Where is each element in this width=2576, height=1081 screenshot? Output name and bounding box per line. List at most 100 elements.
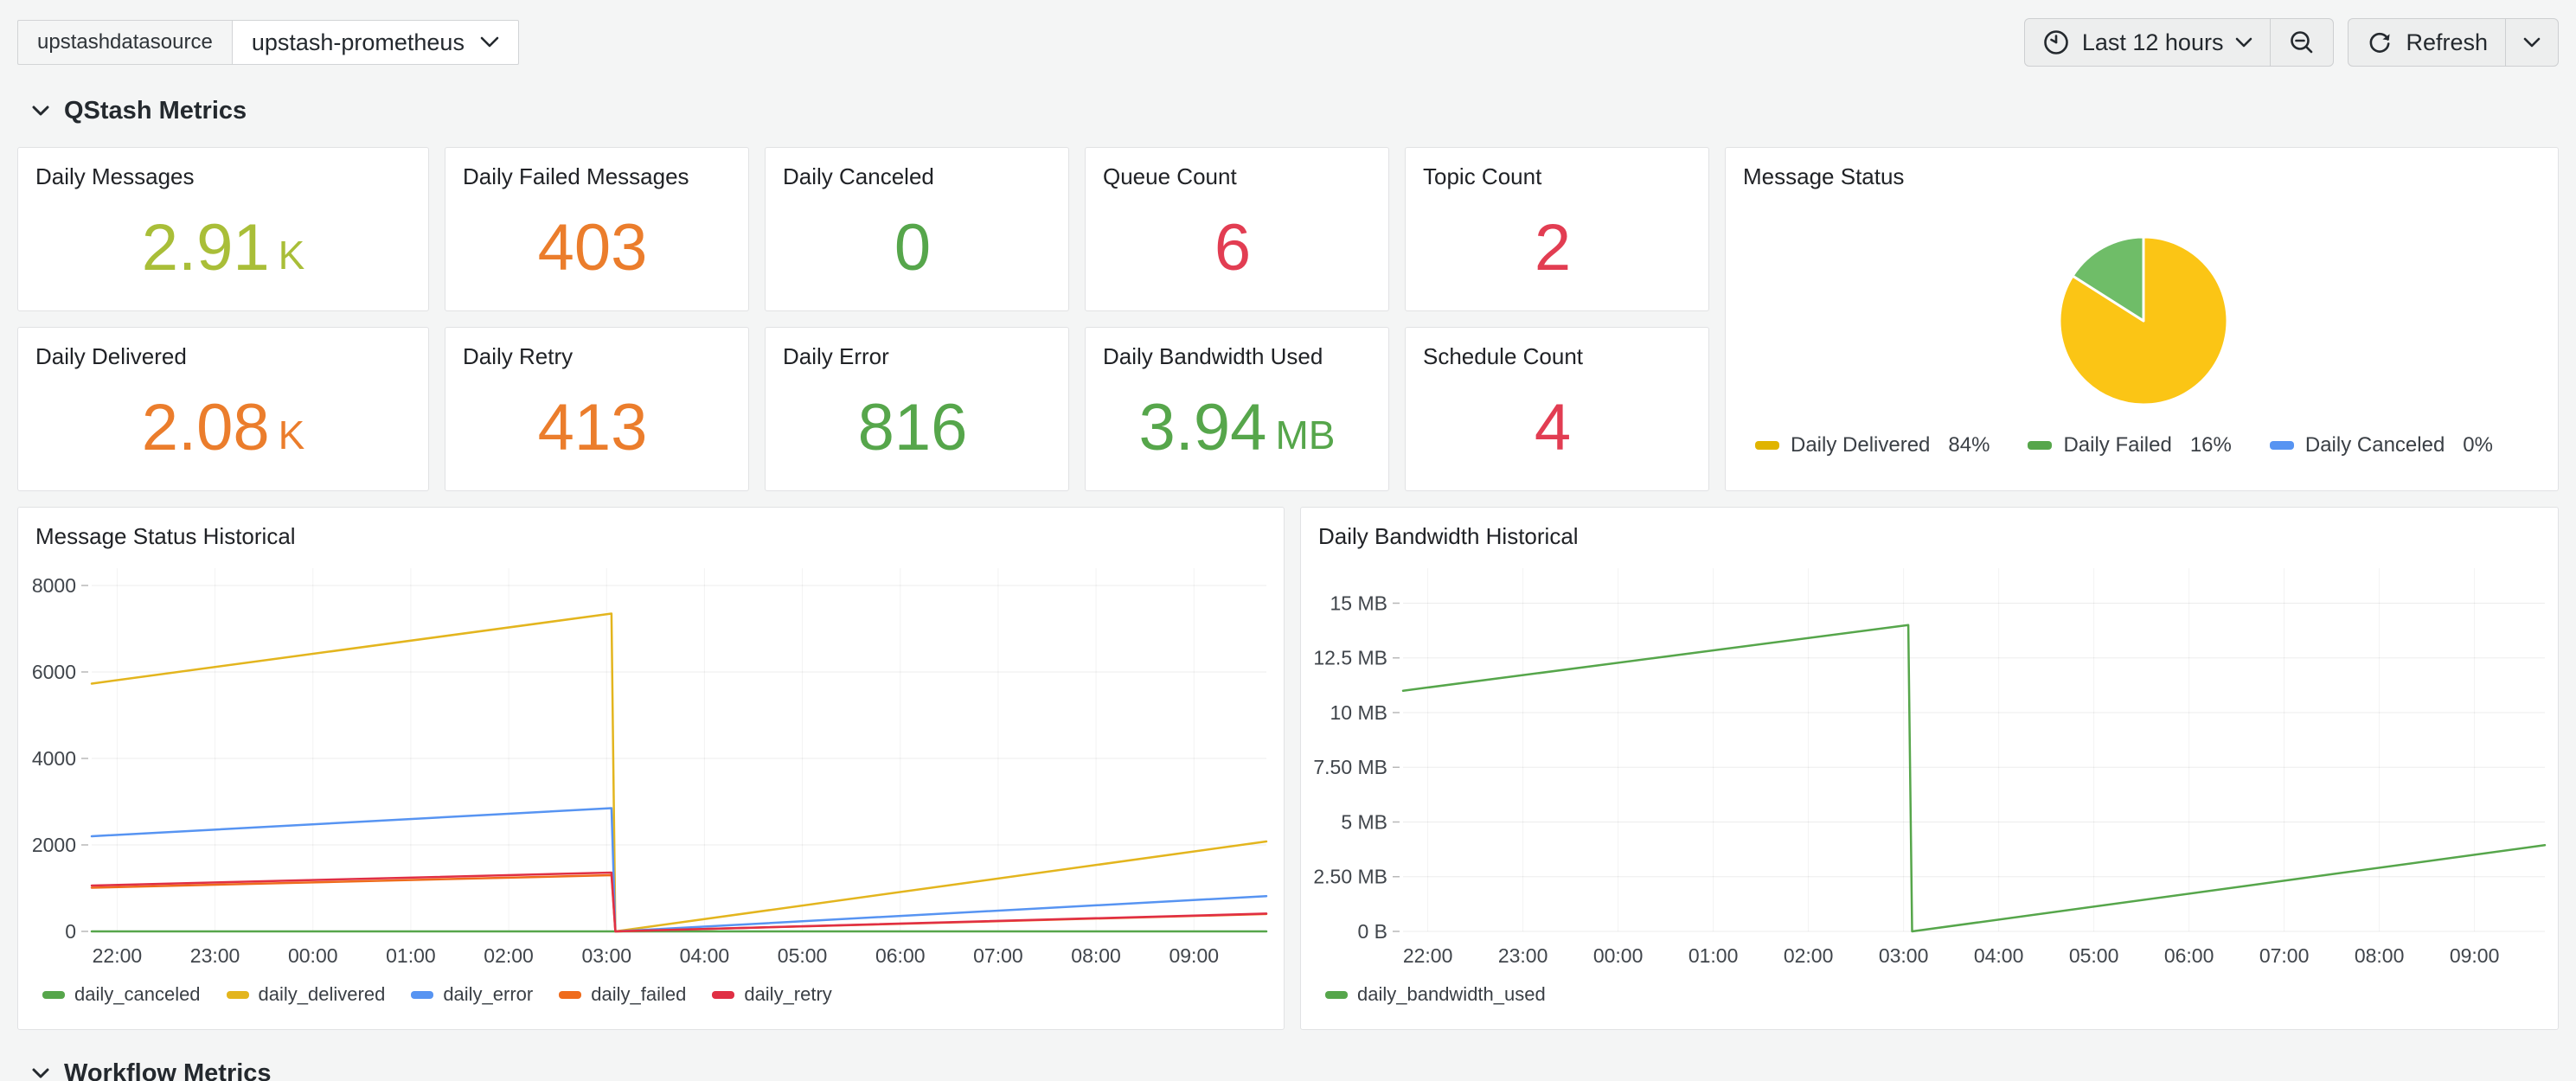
svg-text:7.50 MB: 7.50 MB [1313, 756, 1387, 778]
panel-title: Daily Messages [35, 163, 195, 189]
legend-item-daily-delivered[interactable]: Daily Delivered 84% [1755, 433, 1990, 457]
svg-text:08:00: 08:00 [2355, 944, 2405, 967]
svg-text:02:00: 02:00 [484, 944, 534, 967]
legend-label: Daily Canceled [2304, 433, 2445, 457]
panel-title: Daily Bandwidth Used [1103, 343, 1323, 369]
legend-item-daily_failed[interactable]: daily_failed [559, 983, 686, 1006]
panel-title: Schedule Count [1423, 343, 1584, 369]
time-range-label: Last 12 hours [2081, 29, 2224, 55]
section-header-qstash-metrics[interactable]: QStash Metrics [31, 93, 2559, 128]
panel-title: Daily Retry [463, 343, 574, 369]
datasource-picker: upstashdatasource upstash-prometheus [17, 20, 519, 65]
panel-title: Queue Count [1103, 163, 1237, 189]
zoom-out-button[interactable] [2270, 19, 2333, 66]
svg-text:23:00: 23:00 [190, 944, 240, 967]
svg-text:2000: 2000 [32, 834, 76, 856]
time-controls: Last 12 hours Refresh [2023, 18, 2559, 67]
timeseries-plot[interactable]: 22:00 23:00 00:00 01:00 02:00 03:00 04:00 05:00… [18, 508, 1284, 1029]
stat-value: 2 [1534, 211, 1572, 285]
panel-title: Daily Delivered [35, 343, 187, 369]
stat-panel-daily-canceled: Daily Canceled 0 [765, 147, 1069, 311]
svg-text:05:00: 05:00 [778, 944, 828, 967]
legend-item-daily_bandwidth_used[interactable]: daily_bandwidth_used [1325, 983, 1546, 1006]
stat-unit: MB [1275, 413, 1336, 457]
legend-item-daily_retry[interactable]: daily_retry [712, 983, 832, 1006]
chart-legend: daily_canceled daily_delivered daily_error… [42, 983, 832, 1006]
refresh-button[interactable]: Refresh [2349, 19, 2505, 66]
stat-panel-daily-retry: Daily Retry 413 [445, 327, 749, 491]
section-header-workflow-metrics[interactable]: Workflow Metrics [31, 1056, 2559, 1081]
svg-text:23:00: 23:00 [1498, 944, 1548, 967]
svg-text:04:00: 04:00 [680, 944, 730, 967]
legend-label: Daily Delivered [1791, 433, 1931, 457]
stat-value: 413 [537, 391, 648, 464]
datasource-value: upstash-prometheus [251, 29, 465, 55]
legend-item-daily-failed[interactable]: Daily Failed 16% [2028, 433, 2232, 457]
stat-panel-daily-error: Daily Error 816 [765, 327, 1069, 491]
stat-panel-daily-messages: Daily Messages 2.91 K [17, 147, 429, 311]
legend-swatch-icon [42, 990, 65, 999]
stat-value: 403 [537, 211, 648, 285]
svg-text:0: 0 [65, 920, 76, 943]
legend-label: daily_delivered [258, 983, 386, 1005]
svg-text:15 MB: 15 MB [1330, 592, 1387, 614]
stat-value: 2.91 [141, 211, 270, 285]
timeseries-plot[interactable]: 22:00 23:00 00:00 01:00 02:00 03:00 04:00 05:00… [1301, 508, 2558, 1029]
chevron-down-icon [480, 36, 499, 48]
legend-swatch-icon [226, 990, 249, 999]
legend-item-daily_error[interactable]: daily_error [411, 983, 533, 1006]
stat-value: 4 [1534, 391, 1572, 464]
panel-title: Daily Failed Messages [463, 163, 689, 189]
svg-text:01:00: 01:00 [386, 944, 436, 967]
legend-swatch-icon [2028, 441, 2053, 450]
panel-title: Topic Count [1423, 163, 1542, 189]
svg-text:6000: 6000 [32, 661, 76, 683]
refresh-group: Refresh [2348, 18, 2559, 67]
svg-text:4000: 4000 [32, 747, 76, 770]
time-picker-group: Last 12 hours [2023, 18, 2335, 67]
pie-chart[interactable] [1726, 148, 2558, 490]
svg-text:02:00: 02:00 [1784, 944, 1834, 967]
legend-value: 84% [1948, 433, 1990, 457]
svg-text:03:00: 03:00 [581, 944, 631, 967]
panel-title: Daily Canceled [783, 163, 934, 189]
chart-panel-message-status-historical: 22:00 23:00 00:00 01:00 02:00 03:00 04:00 05:00… [17, 507, 1285, 1030]
legend-swatch-icon [2269, 441, 2294, 450]
time-range-button[interactable]: Last 12 hours [2025, 19, 2271, 66]
legend-item-daily-canceled[interactable]: Daily Canceled 0% [2269, 433, 2493, 457]
legend-value: 16% [2189, 433, 2232, 457]
legend-item-daily_delivered[interactable]: daily_delivered [226, 983, 386, 1006]
pie-panel-message-status: Message Status Daily Delivered 84% Daily F… [1725, 147, 2559, 491]
svg-text:07:00: 07:00 [2259, 944, 2310, 967]
legend-swatch-icon [1755, 441, 1779, 450]
svg-text:0 B: 0 B [1357, 920, 1387, 943]
chevron-down-icon [31, 105, 50, 117]
svg-text:04:00: 04:00 [1974, 944, 2024, 967]
stat-value: 6 [1214, 211, 1252, 285]
panel-title: Daily Error [783, 343, 889, 369]
stat-value: 2.08 [141, 391, 270, 464]
datasource-select[interactable]: upstash-prometheus [231, 20, 519, 65]
svg-text:09:00: 09:00 [2450, 944, 2500, 967]
svg-text:00:00: 00:00 [1593, 944, 1644, 967]
panel-title: Daily Bandwidth Historical [1318, 523, 1579, 549]
legend-label: Daily Failed [2063, 433, 2172, 457]
svg-text:5 MB: 5 MB [1341, 810, 1387, 833]
svg-text:08:00: 08:00 [1071, 944, 1121, 967]
svg-text:03:00: 03:00 [1879, 944, 1929, 967]
chart-legend: daily_bandwidth_used [1325, 983, 1546, 1006]
refresh-label: Refresh [2406, 29, 2488, 55]
stats-grid: Daily Messages 2.91 K Daily Failed Messag… [17, 147, 2559, 491]
chevron-down-icon [31, 1067, 50, 1079]
charts-row: 22:00 23:00 00:00 01:00 02:00 03:00 04:00 05:00… [17, 507, 2559, 1030]
svg-text:06:00: 06:00 [875, 944, 926, 967]
svg-text:22:00: 22:00 [1403, 944, 1453, 967]
refresh-interval-button[interactable] [2505, 19, 2558, 66]
svg-text:22:00: 22:00 [93, 944, 143, 967]
chevron-down-icon [2235, 37, 2252, 48]
svg-text:01:00: 01:00 [1688, 944, 1739, 967]
legend-item-daily_canceled[interactable]: daily_canceled [42, 983, 201, 1006]
svg-text:06:00: 06:00 [2164, 944, 2214, 967]
stat-panel-queue-count: Queue Count 6 [1085, 147, 1389, 311]
legend-swatch-icon [1325, 990, 1348, 999]
